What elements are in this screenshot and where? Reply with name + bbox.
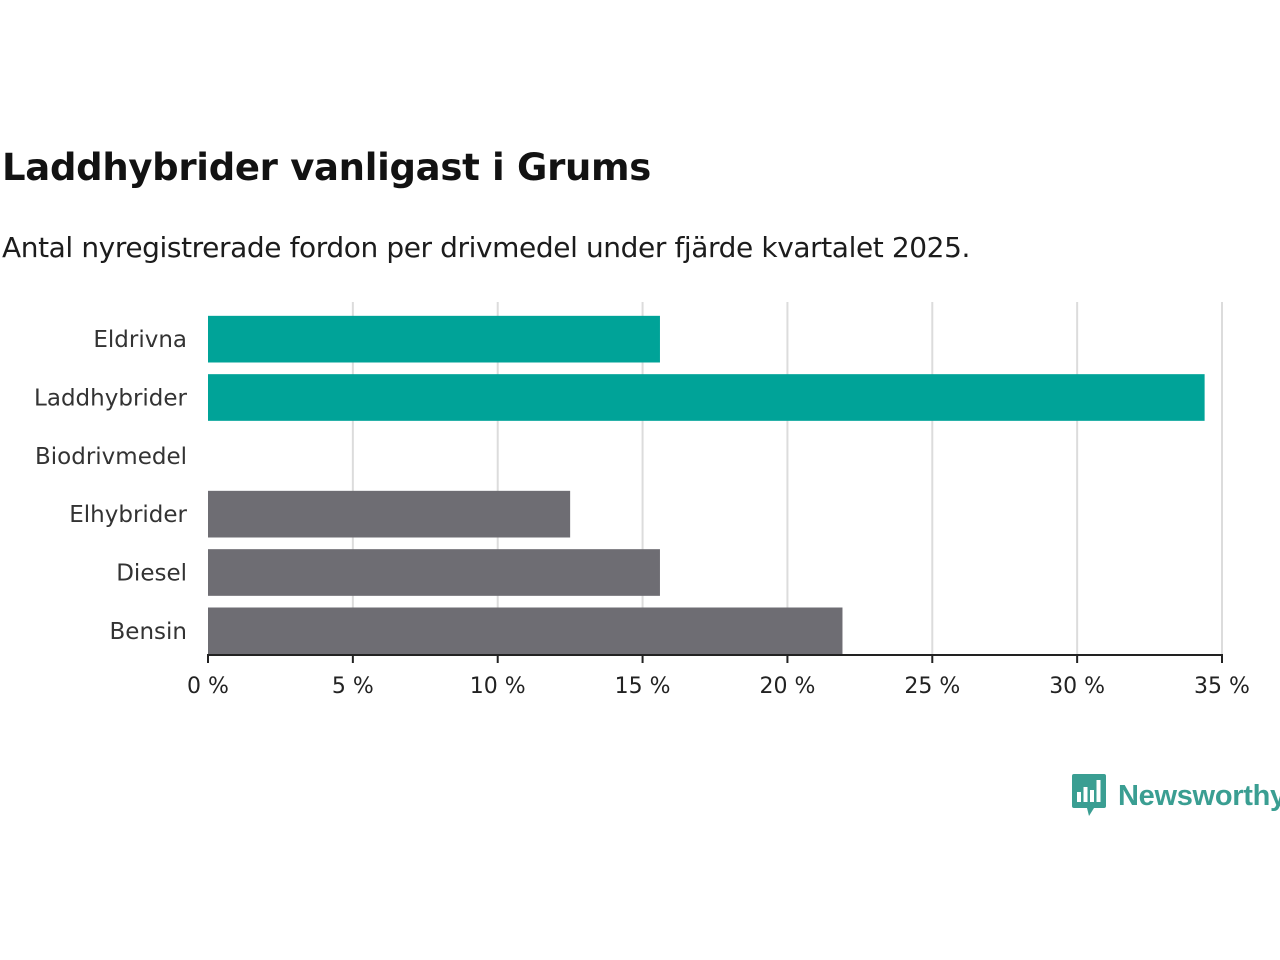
bar (208, 490, 571, 538)
x-tick-label: 0 % (187, 674, 229, 699)
category-label: Bensin (110, 619, 187, 645)
category-labels: Eldrivna Laddhybrider Biodrivmedel Elhybrid… (34, 327, 187, 645)
category-label: Biodrivmedel (35, 444, 187, 470)
x-tick-label: 10 % (470, 674, 526, 699)
bar (208, 607, 843, 655)
x-tick-label: 30 % (1049, 674, 1105, 699)
bar (208, 315, 660, 363)
x-tick-label: 20 % (759, 674, 815, 699)
x-tick-label: 5 % (332, 674, 374, 699)
bar (208, 549, 660, 596)
bar (208, 374, 1205, 421)
category-label: Laddhybrider (34, 386, 187, 412)
x-tick-label: 25 % (904, 674, 960, 699)
logo-text: Newsworthy (1118, 779, 1280, 812)
x-tick-label: 35 % (1194, 674, 1250, 699)
chart-subtitle: Antal nyregistrerade fordon per drivmede… (2, 231, 971, 264)
category-label: Diesel (116, 561, 187, 587)
newsworthy-logo: Newsworthy (1072, 774, 1280, 818)
bar-chart: Eldrivna Laddhybrider Biodrivmedel Elhybrid… (34, 302, 1250, 699)
x-tick-label: 15 % (615, 674, 671, 699)
category-label: Elhybrider (69, 502, 187, 528)
x-axis: 0 % 5 % 10 % 15 % 20 % 25 % 30 % 35 % (187, 654, 1250, 699)
category-label: Eldrivna (93, 327, 187, 353)
bars (208, 315, 1205, 655)
bar-chart-speech-bubble-icon (1072, 774, 1106, 816)
chart-title: Laddhybrider vanligast i Grums (2, 146, 652, 189)
